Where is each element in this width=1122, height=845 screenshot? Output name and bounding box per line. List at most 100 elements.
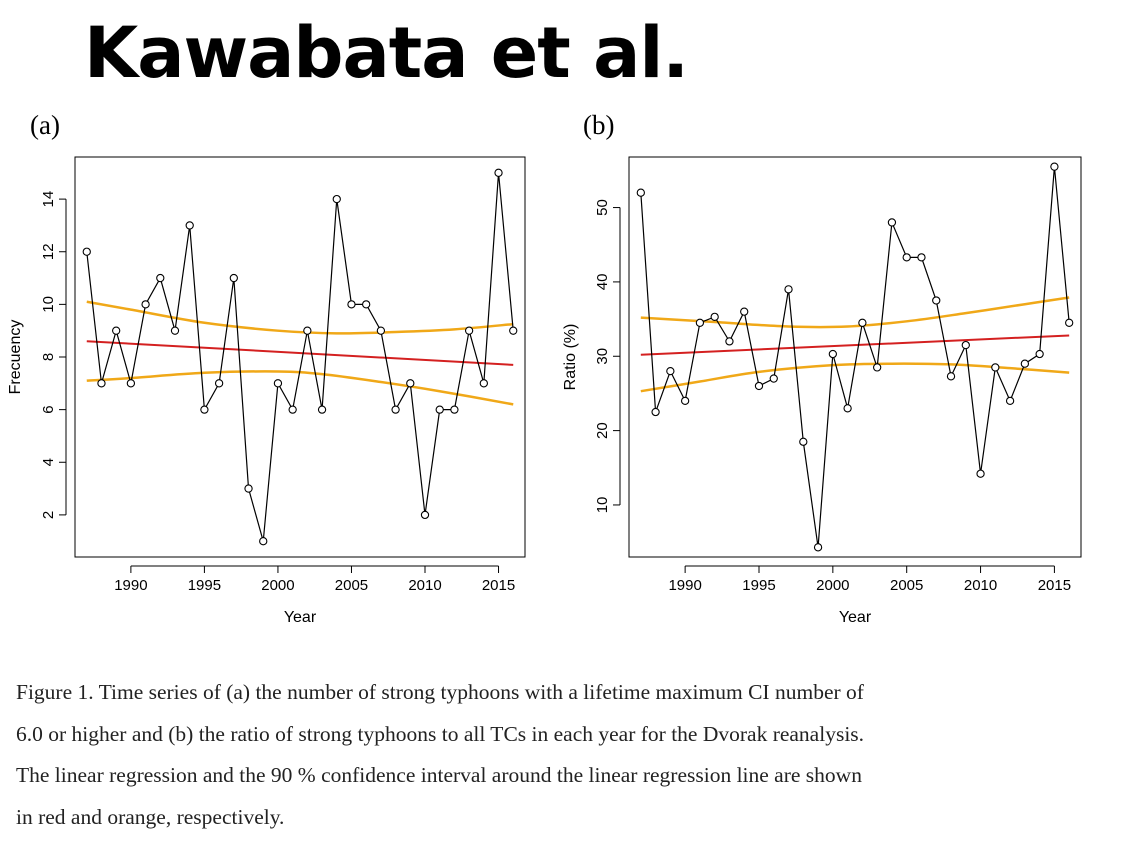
data-point <box>303 326 312 335</box>
data-point <box>902 253 911 262</box>
data-point <box>636 188 645 197</box>
data-point <box>799 437 808 446</box>
data-point <box>946 372 956 381</box>
data-point <box>710 312 719 322</box>
data-point <box>695 318 705 327</box>
data-point <box>479 379 488 388</box>
y-axis-title: Ratio (%) <box>562 324 579 391</box>
data-point <box>200 405 209 414</box>
x-tick-label: 2015 <box>482 577 515 594</box>
data-point <box>843 404 852 413</box>
data-point <box>494 168 503 177</box>
data-point <box>273 379 283 388</box>
x-tick-label: 1990 <box>668 577 701 594</box>
data-point <box>97 379 106 388</box>
y-tick-label: 40 <box>594 274 611 291</box>
caption-line: Figure 1. Time series of (a) the number … <box>16 680 864 704</box>
x-tick-label: 2000 <box>816 577 849 594</box>
data-point <box>1065 318 1074 327</box>
y-tick-label: 20 <box>594 422 611 439</box>
x-tick-label: 1995 <box>188 577 221 594</box>
data-point <box>976 469 985 478</box>
data-point <box>464 326 474 335</box>
regression-line <box>640 334 1070 356</box>
panel-a-chart: 1990 1995 2000 2005 2010 2015 2 4 6 8 10 12 14 Year Fr… <box>7 156 526 626</box>
y-axis-title: Frecuency <box>7 320 24 395</box>
y-tick-label: 8 <box>40 353 57 361</box>
data-point <box>112 326 121 335</box>
data-point <box>317 405 327 414</box>
data-point <box>156 273 165 283</box>
data-point <box>887 218 897 227</box>
data-point <box>932 296 941 305</box>
y-tick-label: 12 <box>40 243 57 260</box>
figure-charts: 1990 1995 2000 2005 2010 2015 2 4 6 8 10 12 14 Year Fr… <box>7 156 1082 626</box>
data-point <box>406 379 415 388</box>
data-point <box>259 537 268 546</box>
confidence-upper-line <box>640 296 1070 329</box>
data-point <box>435 405 444 414</box>
x-axis-title: Year <box>839 609 872 626</box>
data-point <box>917 253 926 262</box>
data-point <box>1005 396 1015 406</box>
panel-b-label: (b) <box>583 110 615 140</box>
data-point <box>347 300 356 309</box>
data-point <box>725 337 734 346</box>
data-point <box>362 300 371 309</box>
slide-title: Kawabata et al. <box>84 12 689 94</box>
data-point <box>769 374 778 383</box>
y-tick-label: 50 <box>594 199 611 216</box>
confidence-lower-line <box>86 370 514 406</box>
data-point <box>288 405 297 414</box>
data-point <box>1020 359 1030 368</box>
confidence-lower-line <box>640 362 1070 393</box>
data-point <box>991 363 1000 372</box>
data-point <box>858 318 867 327</box>
series-line <box>86 172 514 542</box>
x-tick-label: 2005 <box>890 577 923 594</box>
data-point <box>126 379 136 388</box>
data-point <box>420 510 430 520</box>
panel-b-chart: 1990 1995 2000 2005 2010 2015 10 20 30 40 50 Year Ra… <box>562 156 1082 626</box>
data-point <box>1035 349 1044 359</box>
caption-line: in red and orange, respectively. <box>16 804 285 829</box>
data-point <box>141 300 150 309</box>
panel-a-label: (a) <box>30 110 60 140</box>
y-tick-label: 30 <box>594 348 611 365</box>
data-point <box>813 543 823 552</box>
x-tick-label: 2010 <box>408 577 441 594</box>
x-tick-label: 2005 <box>335 577 368 594</box>
y-tick-label: 2 <box>40 511 57 519</box>
data-point <box>509 326 518 335</box>
data-point <box>873 363 882 372</box>
data-point <box>961 340 970 350</box>
data-point <box>229 273 238 283</box>
data-point <box>185 221 194 230</box>
x-tick-label: 1990 <box>114 577 147 594</box>
data-point <box>828 349 837 359</box>
data-point <box>82 247 91 256</box>
y-tick-label: 4 <box>40 458 57 466</box>
data-point <box>754 381 764 391</box>
figure-caption: Figure 1. Time series of (a) the number … <box>16 672 1111 838</box>
regression-line <box>86 340 514 366</box>
data-point <box>740 307 749 316</box>
confidence-upper-line <box>86 300 514 335</box>
y-tick-label: 6 <box>40 405 57 413</box>
data-point <box>1050 162 1059 171</box>
data-point <box>244 484 253 493</box>
data-point <box>391 405 400 414</box>
data-point <box>784 285 793 294</box>
series-line <box>640 166 1070 548</box>
y-tick-label: 14 <box>40 191 57 208</box>
plot-frame <box>628 156 1082 558</box>
x-axis-title: Year <box>284 609 317 626</box>
y-tick-label: 10 <box>40 296 57 313</box>
data-point <box>651 407 660 417</box>
data-point <box>376 326 386 335</box>
x-tick-label: 2015 <box>1038 577 1071 594</box>
data-point <box>450 405 459 414</box>
x-tick-label: 2000 <box>261 577 294 594</box>
plot-frame <box>74 156 526 558</box>
data-point <box>666 366 675 376</box>
